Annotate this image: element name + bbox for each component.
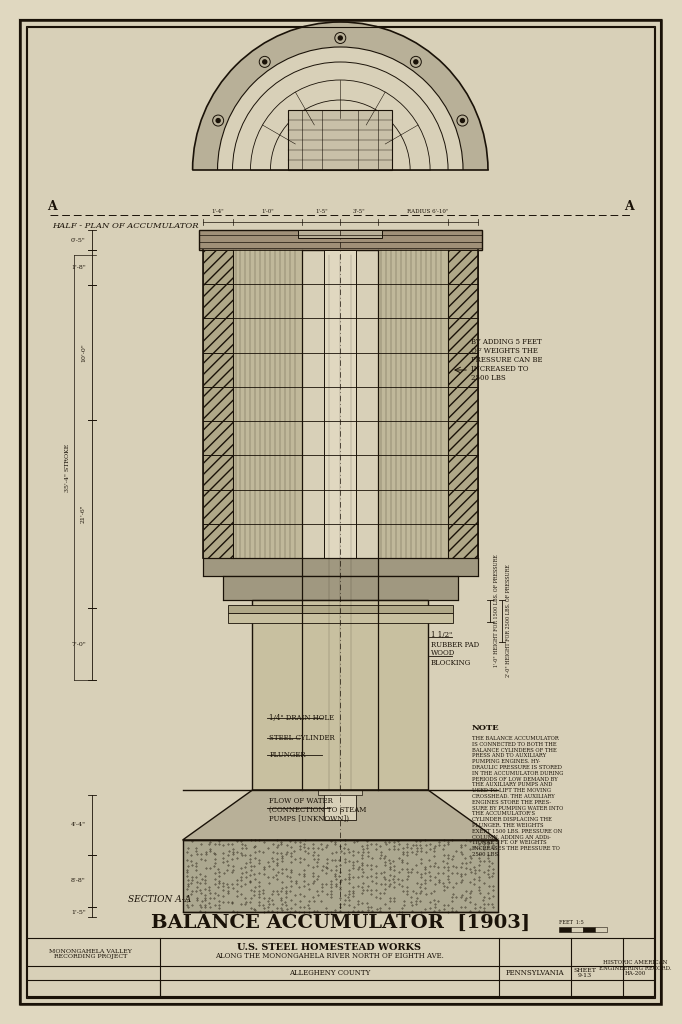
Text: 1'-0": 1'-0" (261, 209, 273, 214)
Text: 0'-5": 0'-5" (71, 238, 86, 243)
Bar (288, 110, 392, 170)
Bar (448, 352, 478, 387)
Text: 1'-0" HEIGHT FOR 1500 LBS. OF PRESSURE: 1'-0" HEIGHT FOR 1500 LBS. OF PRESSURE (494, 555, 499, 668)
Bar (448, 489, 478, 524)
Text: RADIUS 6'-10": RADIUS 6'-10" (407, 209, 449, 214)
Text: STEEL CYLINDER: STEEL CYLINDER (269, 734, 335, 742)
Bar (228, 613, 453, 623)
Text: 21'-6": 21'-6" (81, 505, 86, 523)
Bar (559, 927, 571, 932)
Text: A: A (624, 200, 634, 213)
Text: FEET  1:5: FEET 1:5 (559, 920, 584, 925)
Bar (228, 605, 453, 613)
Text: ALLEGHENY COUNTY: ALLEGHENY COUNTY (288, 969, 370, 977)
Text: THE BALANCE ACCUMULATOR
IS CONNECTED TO BOTH THE
BALANCE CYLINDERS OF THE
PRESS : THE BALANCE ACCUMULATOR IS CONNECTED TO … (472, 736, 563, 857)
Bar (203, 524, 233, 558)
Text: 4'-4": 4'-4" (71, 822, 86, 827)
Text: WOOD
BLOCKING: WOOD BLOCKING (431, 649, 471, 667)
Polygon shape (183, 790, 498, 840)
Bar (448, 285, 478, 318)
Bar (203, 318, 233, 352)
Text: BALANCE ACCUMULATOR  [1903]: BALANCE ACCUMULATOR [1903] (151, 914, 530, 932)
Bar (448, 318, 478, 352)
Bar (298, 230, 382, 238)
Bar (571, 927, 583, 932)
Bar (318, 790, 362, 795)
Circle shape (216, 119, 220, 123)
Bar (583, 927, 595, 932)
Bar (203, 352, 233, 387)
Text: 1/4" DRAIN HOLE: 1/4" DRAIN HOLE (269, 714, 335, 722)
Circle shape (338, 36, 342, 40)
Circle shape (414, 59, 418, 63)
Polygon shape (192, 22, 488, 170)
Bar (203, 558, 478, 575)
Text: SHEET
9-13: SHEET 9-13 (574, 968, 596, 978)
Bar (198, 230, 482, 250)
Bar (325, 790, 356, 820)
Bar (252, 600, 428, 790)
Text: HISTORIC AMERICAN
ENGINEERING RECORD.
HA-200: HISTORIC AMERICAN ENGINEERING RECORD. HA… (599, 959, 672, 976)
Text: 7'-0": 7'-0" (71, 641, 86, 646)
Text: 1'-4": 1'-4" (211, 209, 224, 214)
Text: A: A (47, 200, 57, 213)
Bar (448, 250, 478, 285)
Bar (203, 250, 233, 285)
Text: 3'-5": 3'-5" (353, 209, 366, 214)
Bar (203, 489, 233, 524)
Text: 1'-5": 1'-5" (71, 909, 86, 914)
Bar (595, 927, 607, 932)
Bar (448, 421, 478, 456)
Text: MONONGAHELA VALLEY
RECORDING PROJECT: MONONGAHELA VALLEY RECORDING PROJECT (49, 948, 132, 959)
Bar (203, 421, 233, 456)
Bar (183, 840, 498, 912)
Text: U.S. STEEL HOMESTEAD WORKS: U.S. STEEL HOMESTEAD WORKS (237, 943, 421, 952)
Circle shape (263, 59, 267, 63)
Text: BY ADDING 5 FEET
OF WEIGHTS THE
PRESSURE CAN BE
INCREASED TO
2500 LBS: BY ADDING 5 FEET OF WEIGHTS THE PRESSURE… (471, 338, 542, 382)
Text: 1'-5": 1'-5" (315, 209, 327, 214)
Bar (203, 456, 233, 489)
Text: 2'-0" HEIGHT FOR 2500 LBS. OF PRESSURE: 2'-0" HEIGHT FOR 2500 LBS. OF PRESSURE (506, 564, 511, 678)
Text: PLUNGER: PLUNGER (269, 751, 306, 759)
Text: 1 1/2"
RUBBER PAD: 1 1/2" RUBBER PAD (431, 632, 479, 648)
Bar (379, 250, 448, 560)
Text: 10'-0": 10'-0" (81, 343, 86, 361)
Bar (203, 387, 233, 421)
Text: 1'-8": 1'-8" (71, 265, 86, 270)
Bar (203, 285, 233, 318)
Text: 35'-4" STROKE: 35'-4" STROKE (65, 443, 70, 492)
Text: 8'-8": 8'-8" (71, 879, 86, 884)
Bar (325, 250, 356, 795)
Bar (448, 524, 478, 558)
Bar (448, 387, 478, 421)
Text: PENNSYLVANIA: PENNSYLVANIA (505, 969, 564, 977)
Text: NOTE: NOTE (472, 724, 500, 732)
Text: ALONG THE MONONGAHELA RIVER NORTH OF EIGHTH AVE.: ALONG THE MONONGAHELA RIVER NORTH OF EIG… (215, 952, 444, 961)
Bar (233, 250, 302, 560)
Text: FLOW OF WATER
(CONNECTION TO STEAM
PUMPS [UNKNOWN]): FLOW OF WATER (CONNECTION TO STEAM PUMPS… (269, 797, 367, 823)
Circle shape (460, 119, 464, 123)
Bar (222, 575, 458, 600)
Text: HALF - PLAN OF ACCUMULATOR: HALF - PLAN OF ACCUMULATOR (52, 222, 198, 230)
Text: SECTION A-A: SECTION A-A (128, 896, 191, 904)
Bar (448, 456, 478, 489)
